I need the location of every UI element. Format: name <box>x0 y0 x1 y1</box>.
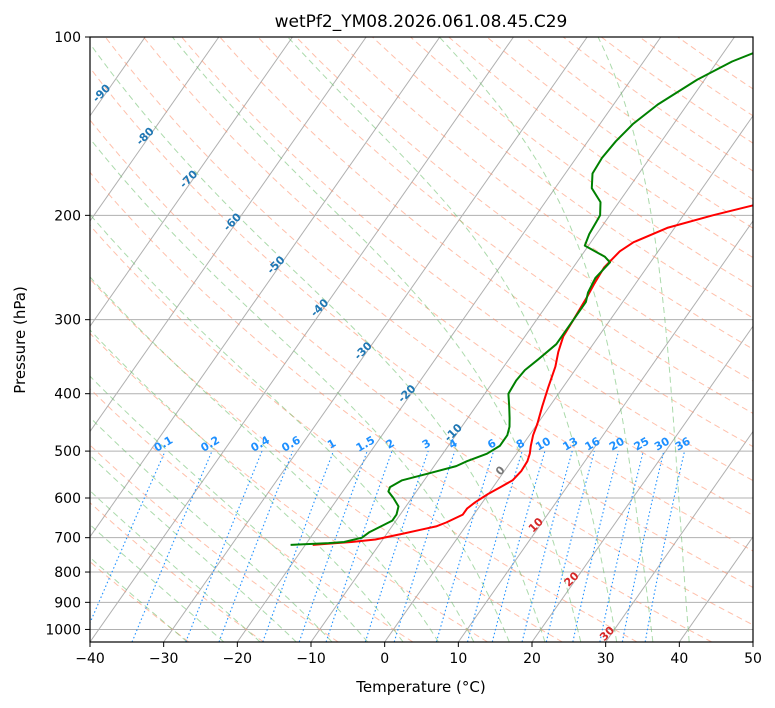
y-tick-label: 500 <box>54 444 81 460</box>
isotherm-gridline <box>310 37 735 642</box>
mixing-ratio-line <box>185 450 263 642</box>
mixing-ratio-line <box>298 450 368 642</box>
y-tick-label: 300 <box>54 313 81 329</box>
isotherm-gridline <box>90 37 514 642</box>
y-tick-label: 700 <box>54 531 81 547</box>
dry-adiabat <box>90 171 712 642</box>
isotherm-gridline <box>90 37 293 328</box>
moist-adiabat <box>90 490 261 642</box>
moist-adiabat <box>287 37 618 642</box>
skewed-isotherm-gridlines <box>90 37 753 642</box>
isotherm-gridline <box>531 325 753 642</box>
moist-adiabat <box>90 276 439 642</box>
y-tick-label: 900 <box>54 595 81 611</box>
mixing-ratio-line <box>545 450 595 642</box>
dry-adiabat <box>410 37 753 289</box>
mixing-ratio-labels: 0.1 0.2 0.4 0.6 1 1.5 2 3 4 6 8 10 13 16 20 25 30 36 <box>152 433 693 454</box>
moist-adiabat <box>90 375 369 642</box>
moist-adiabat <box>439 37 654 642</box>
mixing-ratio-line <box>466 450 523 642</box>
y-axis-title: Pressure (hPa) <box>11 286 29 394</box>
sounding-profiles <box>290 52 753 546</box>
mixing-ratio-line <box>491 450 546 642</box>
x-tick-label: −40 <box>75 651 105 667</box>
dry-adiabat <box>90 502 264 642</box>
y-tick-label: 200 <box>54 208 81 224</box>
dry-adiabat <box>295 37 753 382</box>
dry-adiabats <box>90 37 753 642</box>
isotherm-gridline <box>457 220 753 642</box>
dry-adiabat <box>143 37 753 516</box>
dry-adiabat <box>257 37 753 414</box>
dry-adiabat <box>90 388 414 642</box>
dry-adiabat <box>90 67 753 588</box>
isotherm-gridline <box>90 37 220 222</box>
dry-adiabat <box>90 119 753 626</box>
dry-adiabat <box>104 37 753 552</box>
mixing-ratio-line <box>131 450 213 642</box>
x-tick-label: 20 <box>523 651 541 667</box>
dry-adiabat <box>90 332 488 642</box>
mixing-ratio-line <box>393 450 456 642</box>
isotherm-gridline <box>236 37 662 642</box>
dry-adiabat <box>219 37 753 448</box>
x-tick-label: 30 <box>597 651 615 667</box>
mixing-ratio-line <box>325 450 393 642</box>
moist-adiabat <box>90 416 333 642</box>
moist-adiabat <box>597 37 690 642</box>
y-tick-label: 800 <box>54 565 81 581</box>
plot-area: -100-90-80-70-60-50-40-30-20-10010203040… <box>90 37 753 643</box>
y-tick-label: 600 <box>54 491 81 507</box>
mixing-ratio-line <box>218 450 294 642</box>
dry-adiabat <box>90 224 638 642</box>
dewpoint-profile <box>290 52 753 546</box>
x-tick-label: −20 <box>223 651 253 667</box>
x-axis-title: Temperature (°C) <box>355 678 485 696</box>
isotherm-gridline <box>90 37 441 538</box>
isotherm-gridline <box>605 430 753 642</box>
x-tick-label: 0 <box>380 651 389 667</box>
temperature-profile <box>312 204 753 546</box>
moist-adiabat <box>90 42 546 642</box>
pressure-gridlines <box>90 37 753 630</box>
y-tick-label: 1000 <box>45 622 81 638</box>
isotherm-gridline <box>163 37 588 642</box>
mixing-ratio-line <box>435 450 495 642</box>
x-tick-label: −10 <box>296 651 326 667</box>
mixing-ratio-line <box>364 450 429 642</box>
mixing-ratio-lines <box>90 450 686 642</box>
isotherm-label: 30 <box>597 623 617 643</box>
x-tick-label: 40 <box>670 651 688 667</box>
x-tick-label: −30 <box>149 651 179 667</box>
y-axis-ticks: 1000 900 800 700 600 500 400 300 200 100 <box>45 30 90 638</box>
plot-frame <box>89 36 754 643</box>
mixing-ratio-line <box>262 450 334 642</box>
moist-adiabat <box>90 213 475 642</box>
mixing-ratio-line <box>90 450 166 625</box>
isotherm-gridline <box>384 114 753 642</box>
mixing-ratio-line <box>572 450 620 642</box>
chart-title: wetPf2_YM08.2026.061.08.45.C29 <box>275 12 568 32</box>
dry-adiabat <box>90 278 563 642</box>
isotherm-gridline <box>678 535 753 642</box>
isotherm-gridline <box>90 37 367 433</box>
y-tick-label: 400 <box>54 387 81 403</box>
x-tick-label: 50 <box>744 651 762 667</box>
mixing-ratio-line <box>521 450 573 642</box>
moist-adiabat <box>90 454 297 642</box>
x-axis-ticks: −40 −30 −20 −10 0 10 20 30 40 50 <box>75 642 762 667</box>
moist-adiabat <box>90 329 404 642</box>
y-tick-label: 100 <box>54 30 81 46</box>
x-tick-label: 10 <box>449 651 467 667</box>
mixing-ratio-line <box>599 450 644 642</box>
